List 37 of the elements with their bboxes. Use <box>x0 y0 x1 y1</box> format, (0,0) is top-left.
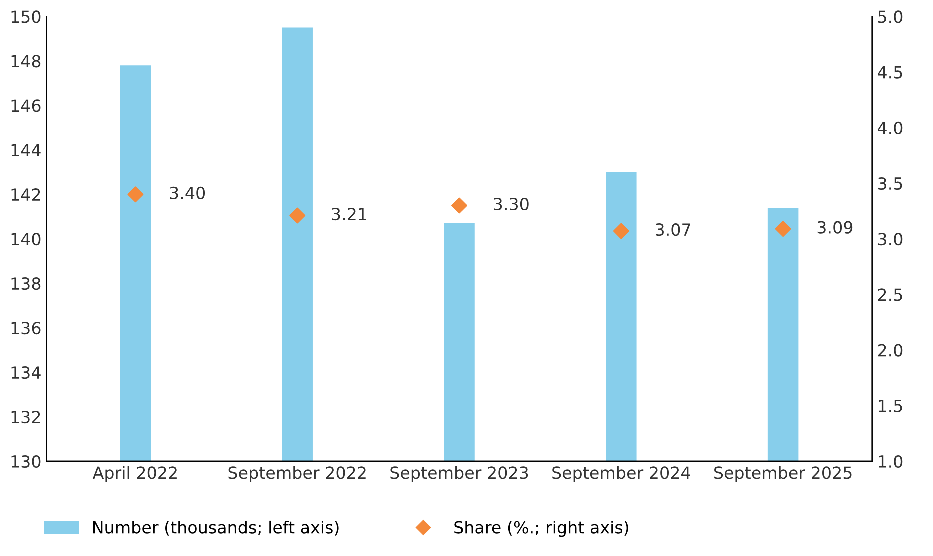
y2-tick-label: 1.5 <box>879 400 902 412</box>
y2-tick-label: 1.0 <box>879 455 903 468</box>
point <box>613 223 630 240</box>
data-label: 3.07 <box>656 224 690 236</box>
y-tick-label: 142 <box>12 188 40 201</box>
x-tick-label: April 2022 <box>92 466 177 482</box>
point <box>128 186 144 203</box>
y-tick-label: 136 <box>12 322 41 335</box>
y-tick-label: 130 <box>12 455 41 468</box>
y2-tick-label: 2.0 <box>878 344 903 357</box>
data-label: 3.21 <box>332 208 367 221</box>
data-label: 3.40 <box>170 186 206 200</box>
data-label: 3.30 <box>494 198 529 211</box>
y2-tick-label: 4.0 <box>878 122 903 134</box>
y2-tick-label: 3.0 <box>878 233 903 246</box>
y-tick-label: 132 <box>12 410 40 424</box>
y-tick-label: 140 <box>12 233 41 246</box>
point <box>290 208 306 224</box>
y2-tick-label: 2.5 <box>878 288 902 302</box>
data-label: 3.09 <box>818 221 853 234</box>
x-tick-label: September 2022 <box>228 466 366 482</box>
point <box>775 221 792 238</box>
x-tick-label: September 2023 <box>390 466 528 482</box>
x-tick-label: September 2025 <box>714 466 852 482</box>
legend-label: Share (%.; right axis) <box>454 520 628 538</box>
point <box>452 198 468 214</box>
y-tick-label: 150 <box>12 10 41 24</box>
y-tick-label: 146 <box>12 100 41 112</box>
y-tick-label: 134 <box>12 366 41 380</box>
x-tick-label: September 2024 <box>552 466 690 482</box>
y2-tick-label: 5.0 <box>878 10 903 24</box>
y2-tick-label: 4.5 <box>878 66 902 79</box>
y-tick-label: 138 <box>12 278 41 290</box>
y2-tick-label: 3.5 <box>878 177 902 190</box>
y-tick-label: 144 <box>12 144 41 156</box>
legend-label: Number (thousands; left axis) <box>93 520 339 536</box>
y-tick-label: 148 <box>12 55 41 68</box>
